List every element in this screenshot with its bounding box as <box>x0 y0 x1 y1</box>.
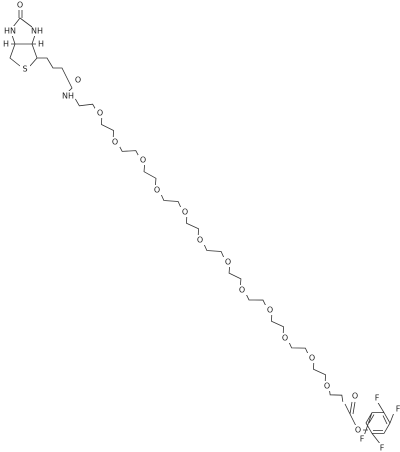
label-bg <box>350 391 360 401</box>
atom-label: O <box>97 109 103 118</box>
atom-label: HN <box>4 27 16 36</box>
label-bg <box>223 257 233 267</box>
label-bg <box>138 155 148 165</box>
atom-label: O <box>324 382 330 391</box>
atom-label: O <box>355 426 361 435</box>
atom-label: NH <box>31 27 43 36</box>
atom-label: F <box>360 435 365 444</box>
atom-label: NH <box>62 92 74 101</box>
label-bg <box>36 39 46 49</box>
label-bg <box>372 393 382 403</box>
label-bg <box>15 0 25 10</box>
label-bg <box>32 26 42 36</box>
atom-label: O <box>154 186 160 195</box>
label-bg <box>195 235 205 245</box>
atom-label: F <box>375 394 380 403</box>
label-bg <box>357 434 367 444</box>
atom-label: S <box>22 65 27 74</box>
label-bg <box>353 425 363 435</box>
biotin-bonds <box>9 9 73 93</box>
atom-label: O <box>309 354 315 363</box>
atom-label: O <box>282 334 288 343</box>
chain-bonds <box>75 98 396 446</box>
label-bg <box>280 333 290 343</box>
atom-label: O <box>75 76 81 85</box>
atom-label: F <box>380 444 385 452</box>
label-bg <box>307 353 317 363</box>
atom-label: O <box>112 138 118 147</box>
atom-label: O <box>182 208 188 217</box>
label-bg <box>73 75 83 85</box>
atom-label: O <box>225 258 231 267</box>
label-bg <box>377 443 387 452</box>
atom-label: H <box>3 40 9 49</box>
label-bg <box>20 64 30 74</box>
atom-label: O <box>352 392 358 401</box>
atom-label: H <box>38 40 44 49</box>
label-bg <box>237 285 247 295</box>
bond <box>9 9 73 93</box>
atom-label: F <box>396 405 400 414</box>
label-bg <box>5 26 15 36</box>
atom-label: O <box>239 286 245 295</box>
label-bg <box>322 381 332 391</box>
label-bg <box>1 39 11 49</box>
label-bg <box>63 91 73 101</box>
bond <box>75 98 396 446</box>
label-bg <box>180 207 190 217</box>
label-bg <box>393 404 400 414</box>
atom-label: O <box>17 1 23 10</box>
label-bg <box>95 108 105 118</box>
label-bg <box>152 185 162 195</box>
atom-label: O <box>267 306 273 315</box>
label-bg <box>110 137 120 147</box>
label-bg <box>265 305 275 315</box>
atom-label: O <box>197 236 203 245</box>
atom-label: O <box>140 156 146 165</box>
